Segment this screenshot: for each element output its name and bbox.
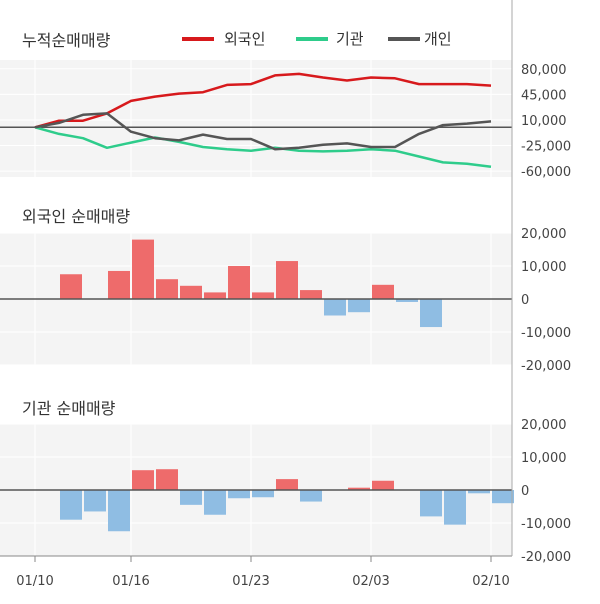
- y-tick-label: 0: [521, 293, 529, 308]
- x-tick-label: 01/10: [16, 574, 53, 589]
- bar-negative: [444, 490, 466, 525]
- bar-negative: [228, 490, 250, 499]
- panel-foreign: 외국인 순매매량 20,000 10,000 0 -10,000 -20,000: [0, 207, 571, 374]
- bar-positive: [276, 261, 298, 299]
- bar-positive: [204, 292, 226, 299]
- legend: 외국인 기관 개인: [182, 30, 452, 48]
- bar-positive: [276, 479, 298, 490]
- bar-positive: [372, 480, 394, 490]
- line-foreign: [34, 72, 492, 129]
- x-tick-label: 01/16: [112, 574, 149, 589]
- x-tick-label: 02/10: [472, 574, 509, 589]
- y-axis-ticks: 20,000 10,000 0 -10,000 -20,000: [521, 418, 571, 565]
- bars: [0, 239, 512, 328]
- y-tick-label: 80,000: [521, 63, 567, 78]
- bar-positive: [60, 274, 82, 299]
- y-tick-label: -10,000: [521, 517, 571, 532]
- bar-negative: [300, 490, 322, 502]
- bar-positive: [372, 284, 394, 299]
- bar-negative: [420, 299, 442, 328]
- line-institution: [34, 126, 492, 169]
- bar-negative: [492, 490, 514, 504]
- y-tick-label: 45,000: [521, 88, 567, 103]
- bar-positive: [156, 279, 178, 299]
- bar-positive: [132, 239, 154, 299]
- bar-negative: [420, 490, 442, 517]
- bar-negative: [324, 299, 346, 316]
- y-axis-ticks: 80,000 45,000 10,000 -25,000 -60,000: [521, 63, 571, 180]
- bar-negative: [84, 490, 106, 512]
- bar-positive: [180, 285, 202, 299]
- grid-lines: [0, 60, 512, 177]
- bar-positive: [228, 266, 250, 299]
- bar-negative: [252, 490, 274, 498]
- line-individual: [34, 112, 492, 151]
- bar-positive: [132, 470, 154, 490]
- y-tick-label: -20,000: [521, 359, 571, 374]
- bar-positive: [348, 487, 370, 490]
- bar-negative: [468, 490, 490, 494]
- y-tick-label: 0: [521, 484, 529, 499]
- y-tick-label: 20,000: [521, 227, 567, 242]
- y-tick-label: -10,000: [521, 326, 571, 341]
- bar-positive: [252, 292, 274, 299]
- panel-title: 기관 순매매량: [22, 399, 116, 418]
- panel-title: 외국인 순매매량: [22, 207, 130, 226]
- bar-negative: [180, 490, 202, 505]
- bar-positive: [156, 469, 178, 490]
- x-axis: 01/10 01/16 01/23 02/03 02/10: [0, 555, 512, 589]
- y-tick-label: -20,000: [521, 550, 571, 565]
- bar-positive: [300, 290, 322, 299]
- bar-negative: [60, 490, 82, 520]
- legend-label-institution: 기관: [336, 30, 364, 48]
- bar-negative: [204, 490, 226, 515]
- x-tick-label: 02/03: [352, 574, 389, 589]
- panel-institution: 기관 순매매량 20,000 10,000 0 -10,000 -20,000: [0, 399, 571, 565]
- legend-label-foreign: 외국인: [224, 30, 265, 48]
- y-tick-label: 10,000: [521, 260, 567, 275]
- bar-negative: [108, 490, 130, 532]
- x-tick-label: 01/23: [232, 574, 269, 589]
- legend-label-individual: 개인: [424, 30, 452, 48]
- y-tick-label: 10,000: [521, 114, 567, 129]
- y-tick-label: 10,000: [521, 451, 567, 466]
- bars: [0, 469, 514, 532]
- series-lines: [0, 72, 512, 169]
- panel-cumulative: 누적순매매량 외국인 기관 개인 80,000 45,000 10,000 -25,0…: [0, 30, 571, 180]
- bar-negative: [396, 299, 418, 302]
- y-axis-ticks: 20,000 10,000 0 -10,000 -20,000: [521, 227, 571, 374]
- panel-title: 누적순매매량: [22, 31, 111, 50]
- y-tick-label: -60,000: [521, 165, 571, 180]
- bar-positive: [108, 270, 130, 299]
- bar-negative: [348, 299, 370, 313]
- x-axis-ticks: 01/10 01/16 01/23 02/03 02/10: [16, 556, 510, 589]
- y-tick-label: 20,000: [521, 418, 567, 433]
- y-tick-label: -25,000: [521, 140, 571, 155]
